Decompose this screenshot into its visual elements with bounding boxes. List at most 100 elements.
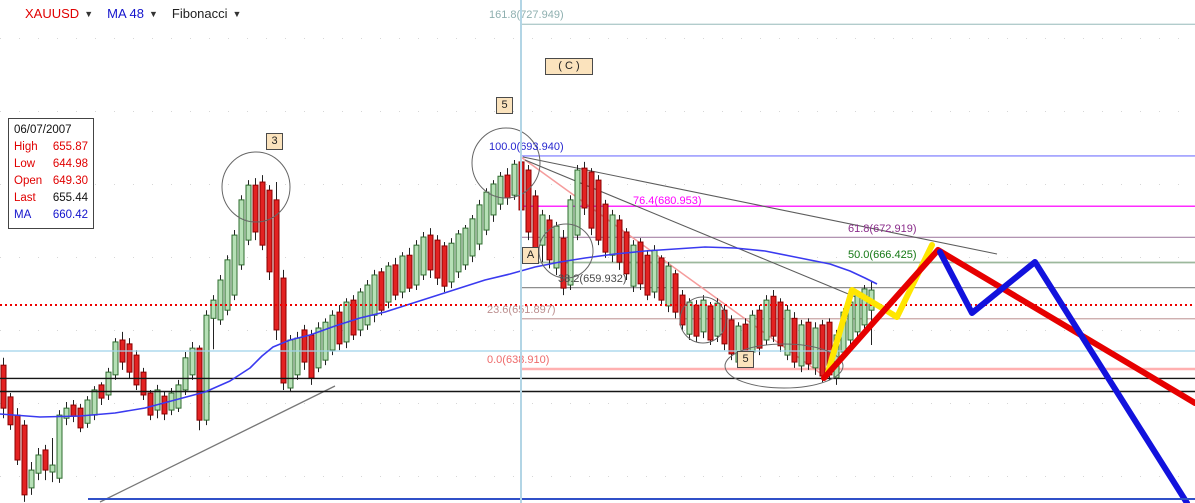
candlestick [189,341,196,380]
candlestick [777,298,784,353]
candlestick [315,322,322,373]
candlestick [469,214,476,263]
candlestick [329,310,336,356]
candlestick [56,410,63,483]
ma-dropdown[interactable]: MA 48 ▼ [107,6,158,21]
trendline-downtrend-gray-1[interactable] [522,156,998,255]
candlestick [497,171,504,210]
candlestick [686,298,693,341]
candlestick [147,389,154,421]
wave-marker-A[interactable]: A [522,247,539,264]
candlestick [672,269,679,319]
candlestick [28,461,35,495]
candlestick [161,391,168,421]
wave-marker-3[interactable]: 3 [266,133,283,150]
candlestick [7,393,14,430]
bottom-boundary-line [88,498,1195,500]
candlestick [21,420,28,502]
highlight-ellipse[interactable] [471,127,541,199]
grid-dotted-row [0,257,1195,258]
candlestick [630,240,637,292]
candlestick [448,238,455,289]
candlestick [413,240,420,291]
candlestick [266,185,273,280]
candlestick [252,178,259,241]
candlestick [700,295,707,339]
candlestick [357,288,364,337]
candlestick [196,345,203,431]
candlestick [154,384,161,419]
highlight-ellipse[interactable] [221,151,291,223]
fibonacci-label: Fibonacci [171,6,228,21]
forecast-zigzag-blue[interactable] [937,249,1190,503]
candlestick [728,315,735,361]
candlestick [553,221,560,275]
symbol-label: XAUUSD [25,6,80,21]
candlestick [84,396,91,428]
candlestick [385,262,392,309]
wave-marker-5[interactable]: 5 [496,97,513,114]
candlestick [259,175,266,251]
grid-dotted-row [0,111,1195,112]
candlestick [791,312,798,368]
chevron-down-icon: ▼ [148,8,158,19]
wave-marker-C[interactable]: ( C ) [545,58,593,75]
candlestick [658,255,665,306]
candlestick [616,214,623,270]
candlestick [665,262,672,313]
candlestick [126,338,133,378]
wave-marker-5[interactable]: 5 [737,351,754,368]
candlestick [378,267,385,316]
highlight-ellipse[interactable] [679,296,727,344]
candlestick [420,231,427,280]
candlestick [105,367,112,401]
candlestick [490,180,497,222]
candlestick [238,195,245,270]
candlestick [392,257,399,301]
candlestick [861,285,868,330]
highlight-ellipse[interactable] [724,343,844,389]
quote-row-ma: MA 660.42 [14,209,88,221]
ma-line [0,246,878,418]
quote-info-panel: 06/07/2007 High 655.87 Low 644.98 Open 6… [8,118,94,229]
candlestick [224,255,231,316]
highlight-ellipse[interactable] [538,223,594,279]
candlestick [763,295,770,346]
grid-dotted-row [0,38,1195,39]
quote-row-high: High 655.87 [14,141,88,153]
toolbar: XAUUSD ▼ MA 48 ▼ Fibonacci ▼ [25,6,241,21]
candlestick [217,274,224,325]
trendline-downtrend-salmon[interactable] [520,156,828,379]
candlestick [525,165,532,241]
candlestick [322,318,329,366]
grid-dotted-row [0,403,1195,404]
candlestick [231,230,238,301]
grid-dotted-row [0,476,1195,477]
candlestick [140,367,147,401]
candlestick [301,324,308,370]
candlestick [42,444,49,481]
candlestick [511,159,518,200]
candlestick [644,250,651,301]
candlestick [133,350,140,390]
candlestick [546,214,553,269]
trendline-support-ascending[interactable] [99,385,336,503]
quote-row-open: Open 649.30 [14,175,88,187]
candlestick [581,161,588,215]
quote-row-low: Low 644.98 [14,158,88,170]
candlestick [560,230,567,296]
candlestick [406,247,413,292]
chevron-down-icon: ▼ [84,8,94,19]
ma-label: MA 48 [107,6,144,21]
candlestick [455,230,462,279]
candlestick [588,168,595,236]
forecast-zigzag-yellow[interactable] [825,242,935,375]
candlestick [567,195,574,291]
fibonacci-dropdown[interactable]: Fibonacci ▼ [172,6,242,21]
candlestick [539,209,546,263]
candlestick [77,403,84,433]
candlestick [434,235,441,286]
symbol-dropdown[interactable]: XAUUSD ▼ [25,6,93,21]
